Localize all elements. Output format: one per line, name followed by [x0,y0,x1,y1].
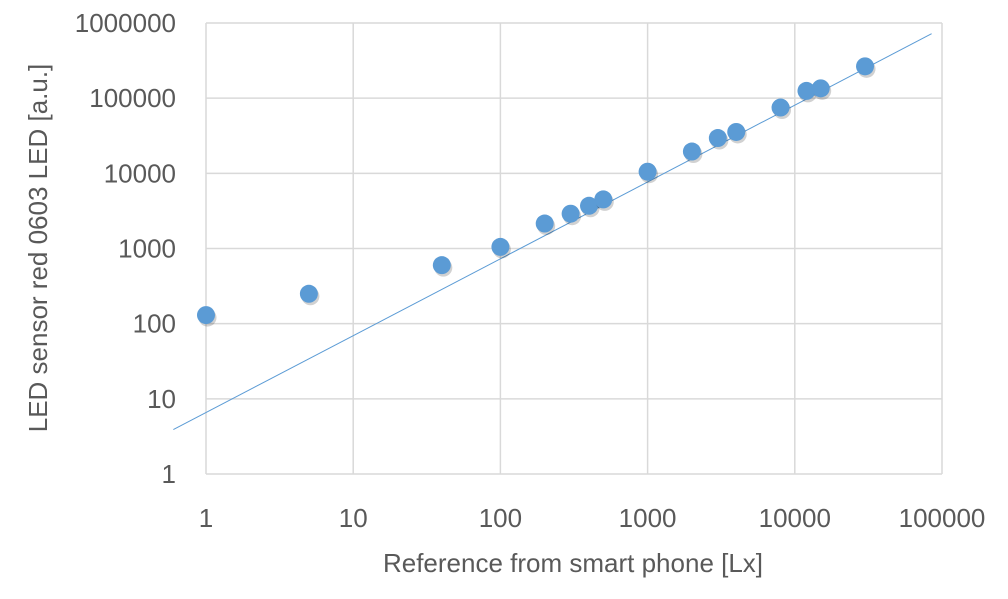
y-tick-label: 100 [133,309,176,339]
y-tick-label: 1000000 [75,8,176,38]
y-tick-label: 10000 [104,158,176,188]
x-tick-label: 1 [199,503,213,533]
data-points [197,57,876,327]
data-point [535,214,554,233]
y-tick-label: 100000 [89,83,176,113]
data-point [708,129,727,148]
x-tick-label: 10 [339,503,368,533]
data-point [682,142,701,161]
data-point [561,204,580,223]
x-tick-label: 100000 [899,503,986,533]
data-point [638,162,657,181]
x-tick-label: 1000 [619,503,677,533]
x-axis-tick-labels: 1 10 100 1000 10000 100000 [199,503,986,533]
grid-lines [205,22,943,475]
data-point [432,256,451,275]
y-axis-tick-labels: 1 10 100 1000 10000 100000 1000000 [75,8,176,489]
x-tick-label: 10000 [759,503,831,533]
data-point [797,81,816,100]
y-tick-label: 1000 [118,234,176,264]
y-tick-label: 10 [147,384,176,414]
data-point [856,57,875,76]
data-point [594,190,613,209]
data-point [727,122,746,141]
data-point [197,306,215,325]
y-tick-label: 1 [162,459,176,489]
data-point [811,79,830,98]
data-point [771,98,790,117]
data-point [491,237,510,256]
x-tick-label: 100 [479,503,522,533]
data-point [580,196,599,215]
data-point [299,284,318,303]
x-axis-title: Reference from smart phone [Lx] [383,548,763,578]
y-axis-title: LED sensor red 0603 LED [a.u.] [23,64,53,433]
